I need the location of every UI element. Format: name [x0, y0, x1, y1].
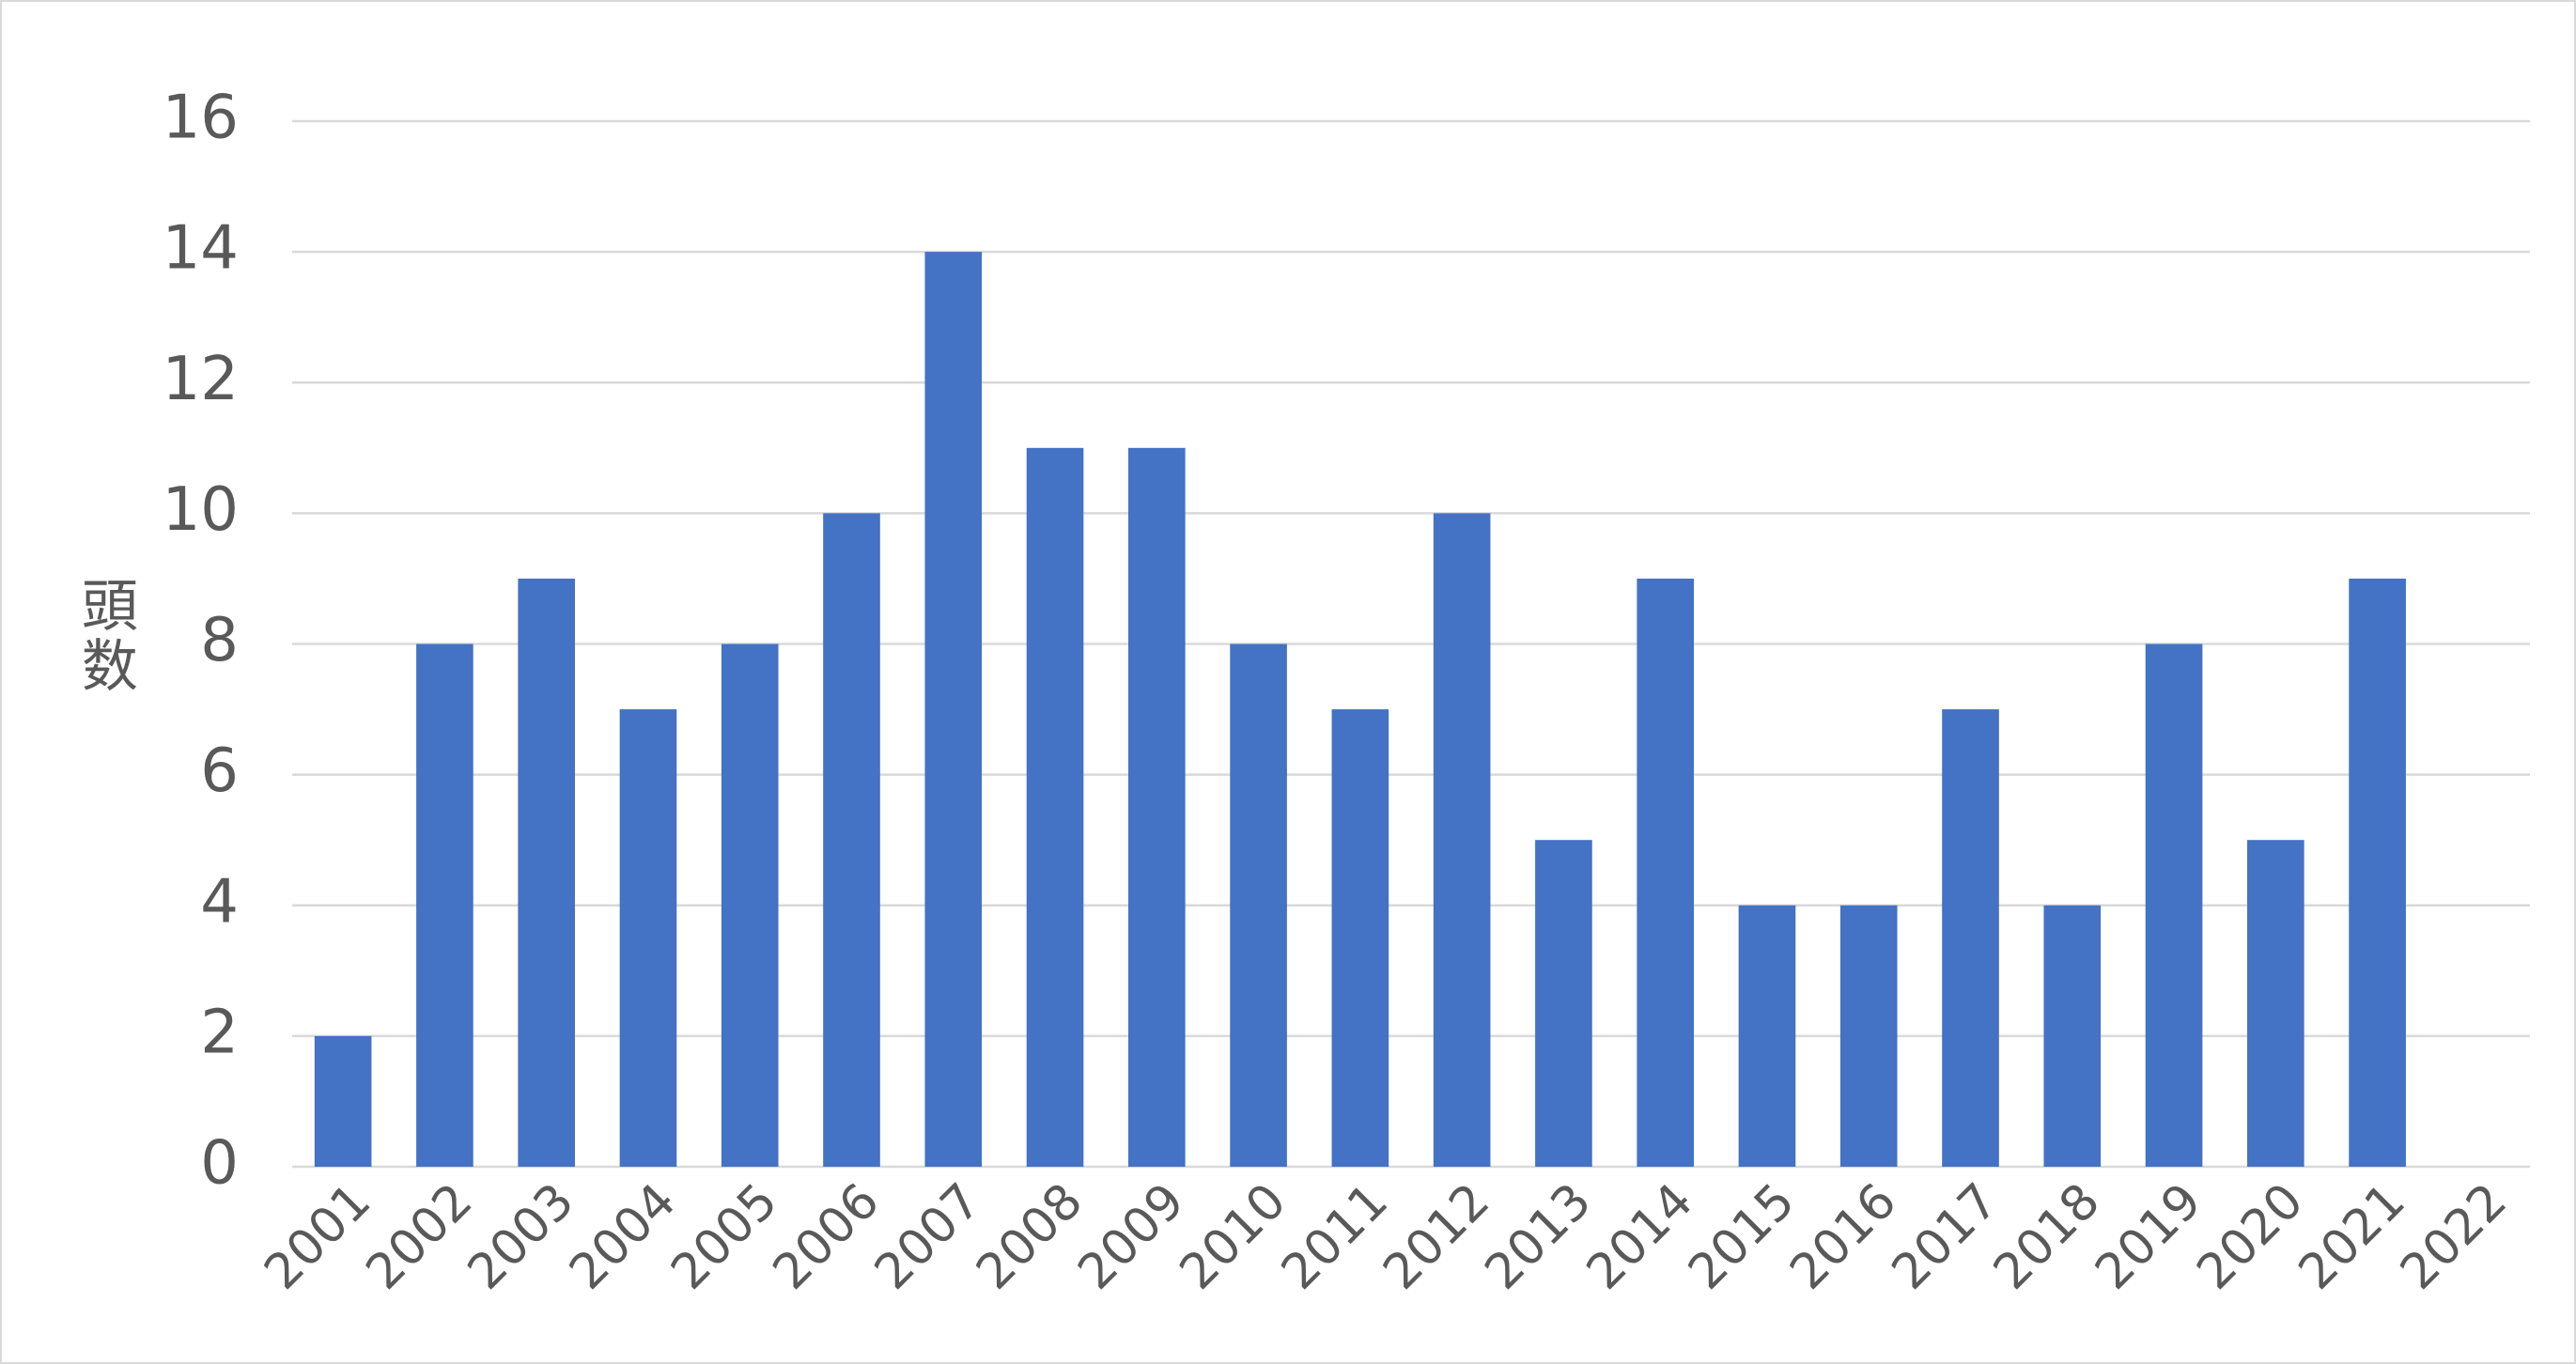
bar — [721, 643, 779, 1167]
bar — [1535, 840, 1592, 1167]
bar — [1331, 709, 1389, 1167]
bar — [1230, 643, 1287, 1167]
y-tick-label: 2 — [200, 998, 239, 1067]
bar — [1942, 709, 1999, 1167]
bar — [1026, 447, 1084, 1167]
y-tick-label: 4 — [200, 867, 239, 937]
bar — [924, 252, 983, 1167]
y-tick-label: 12 — [163, 345, 239, 414]
bar — [1637, 578, 1694, 1167]
bar — [314, 1035, 372, 1167]
y-tick-label: 6 — [200, 736, 239, 806]
bar — [1128, 447, 1186, 1167]
bar — [518, 578, 575, 1167]
y-axis-label: 頭数 — [71, 576, 137, 696]
y-tick-label: 10 — [163, 475, 239, 545]
bar — [2247, 840, 2304, 1167]
bar — [2043, 905, 2102, 1167]
bar — [1839, 905, 1898, 1167]
y-tick-label: 14 — [163, 214, 239, 284]
y-tick-label: 0 — [200, 1129, 239, 1199]
bar — [1433, 513, 1491, 1167]
bar — [1738, 905, 1796, 1167]
y-tick-label: 16 — [163, 84, 239, 153]
bar — [416, 643, 473, 1167]
bar — [2349, 578, 2406, 1167]
bar — [619, 709, 677, 1167]
bar — [823, 513, 880, 1167]
y-tick-label: 8 — [200, 606, 239, 675]
bar — [2145, 643, 2203, 1167]
